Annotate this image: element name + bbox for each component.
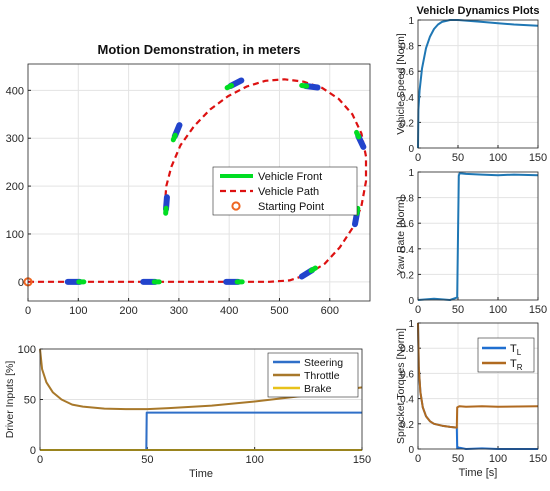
y-tick-label: 0.4 — [400, 395, 414, 406]
vehicle-front-mark — [308, 265, 318, 274]
y-tick-label: 1 — [408, 319, 414, 330]
vehicle-front-mark — [224, 82, 235, 91]
x-tick-label: 0 — [415, 304, 421, 316]
legend-box — [477, 337, 535, 373]
y-tick-label: 0 — [408, 296, 414, 307]
x-tick-label: 600 — [321, 305, 339, 317]
vehicle-path-line — [28, 78, 368, 283]
y-tick-label: 100 — [6, 229, 24, 241]
legend-label: TL — [510, 343, 522, 357]
plot-area — [418, 172, 538, 300]
y-tick-label: 0.4 — [400, 93, 414, 104]
y-tick-label: 400 — [6, 85, 24, 97]
axes-frame — [27, 63, 371, 302]
chart-motion: 0 100 200 300 400 500 600 0 100 200 300 400 Motion D… — [6, 42, 371, 317]
vehicle-marker — [224, 77, 245, 91]
x-axis-label: Time [s] — [459, 467, 498, 479]
y-tick-label: 0.6 — [400, 219, 414, 230]
x-tick-label: 50 — [141, 454, 153, 466]
y-tick-label: 0.6 — [400, 67, 414, 78]
vehicle-front-mark — [170, 132, 178, 143]
x-tick-label: 0 — [25, 305, 31, 317]
axes-frame — [417, 171, 539, 301]
x-tick-label: 50 — [452, 152, 464, 164]
vehicle-marker — [170, 122, 183, 143]
vehicle-marker — [299, 83, 321, 91]
x-tick-label: 150 — [529, 453, 547, 465]
legend-label: Starting Point — [258, 201, 324, 213]
vehicle-marker — [162, 194, 170, 216]
vehicle-marker — [298, 265, 318, 280]
x-tick-label: 300 — [170, 305, 188, 317]
chart-yaw: 0 50 100 150 0 0.2 0.4 0.6 0.8 1 Yaw Rate [Norm] — [395, 168, 547, 316]
y-axis-label: Vehicle Speed [Norm] — [395, 33, 407, 135]
x-tick-label: 0 — [37, 454, 43, 466]
y-tick-label: 0 — [408, 445, 414, 456]
legend-label: Throttle — [304, 370, 340, 382]
x-tick-label: 150 — [529, 304, 547, 316]
axes-frame — [417, 19, 539, 149]
chart-title: Motion Demonstration, in meters — [98, 42, 301, 57]
y-tick-label: 200 — [6, 181, 24, 193]
plot-area — [418, 20, 538, 148]
x-tick-label: 150 — [353, 454, 371, 466]
y-tick-label: 0.4 — [400, 245, 414, 256]
x-tick-label: 100 — [489, 152, 507, 164]
y-tick-label: 0 — [408, 144, 414, 155]
y-tick-label: 50 — [24, 395, 36, 407]
chart-torque: 0 50 100 150 0 0.2 0.4 0.6 0.8 1 Time [s] Sprocket … — [395, 319, 547, 479]
x-tick-label: 150 — [529, 152, 547, 164]
y-axis-label: Sprocket Torques [Norm] — [395, 328, 407, 444]
x-tick-label: 0 — [415, 152, 421, 164]
y-axis-label: Driver Inputs [%] — [4, 361, 16, 439]
chart-title: Vehicle Dynamics Plots — [417, 5, 540, 17]
y-tick-label: 0 — [30, 445, 36, 457]
y-tick-label: 1 — [408, 16, 414, 27]
legend-swatch-starting-point — [231, 201, 241, 211]
x-tick-label: 400 — [220, 305, 238, 317]
x-tick-label: 200 — [119, 305, 137, 317]
y-tick-label: 1 — [408, 168, 414, 179]
vehicle-marker — [354, 129, 367, 150]
y-tick-label: 0.8 — [400, 194, 414, 205]
axes-frame — [39, 348, 363, 451]
legend-label-subscript: L — [517, 348, 522, 357]
y-tick-label: 0.2 — [400, 270, 414, 281]
x-tick-label: 100 — [69, 305, 87, 317]
x-tick-label: 0 — [415, 453, 421, 465]
vehicle-front-mark — [299, 83, 310, 89]
y-tick-label: 300 — [6, 133, 24, 145]
axes-frame — [417, 322, 539, 450]
x-tick-label: 100 — [489, 453, 507, 465]
x-tick-label: 50 — [452, 304, 464, 316]
legend-label: Brake — [304, 383, 332, 395]
x-tick-label: 500 — [270, 305, 288, 317]
legend-label: Vehicle Front — [258, 171, 322, 183]
series-throttle — [39, 348, 363, 411]
legend-label: Vehicle Path — [258, 186, 319, 198]
chart-driver: 0 50 100 150 0 50 100 Time Driver Inputs [%] Stee… — [4, 344, 371, 480]
y-axis-label: Yaw Rate [Norm] — [395, 196, 407, 275]
x-tick-label: 100 — [489, 304, 507, 316]
speed-line — [417, 19, 539, 149]
vehicle-front-mark — [354, 129, 362, 140]
y-tick-label: 0.2 — [400, 118, 414, 129]
y-tick-label: 0 — [18, 277, 24, 289]
legend-label-subscript: R — [517, 363, 523, 372]
y-tick-label: 0.2 — [400, 420, 414, 431]
legend-label: Steering — [304, 357, 343, 369]
x-axis-label: Time — [189, 468, 213, 480]
y-tick-label: 100 — [18, 344, 36, 356]
legend: Vehicle Front Vehicle Path Starting Point — [212, 166, 358, 216]
y-tick-label: 0.8 — [400, 42, 414, 53]
x-tick-label: 100 — [245, 454, 263, 466]
y-tick-label: 0.8 — [400, 344, 414, 355]
y-tick-label: 0.6 — [400, 369, 414, 380]
torque-t_r-line — [417, 322, 539, 429]
x-tick-label: 50 — [452, 453, 464, 465]
